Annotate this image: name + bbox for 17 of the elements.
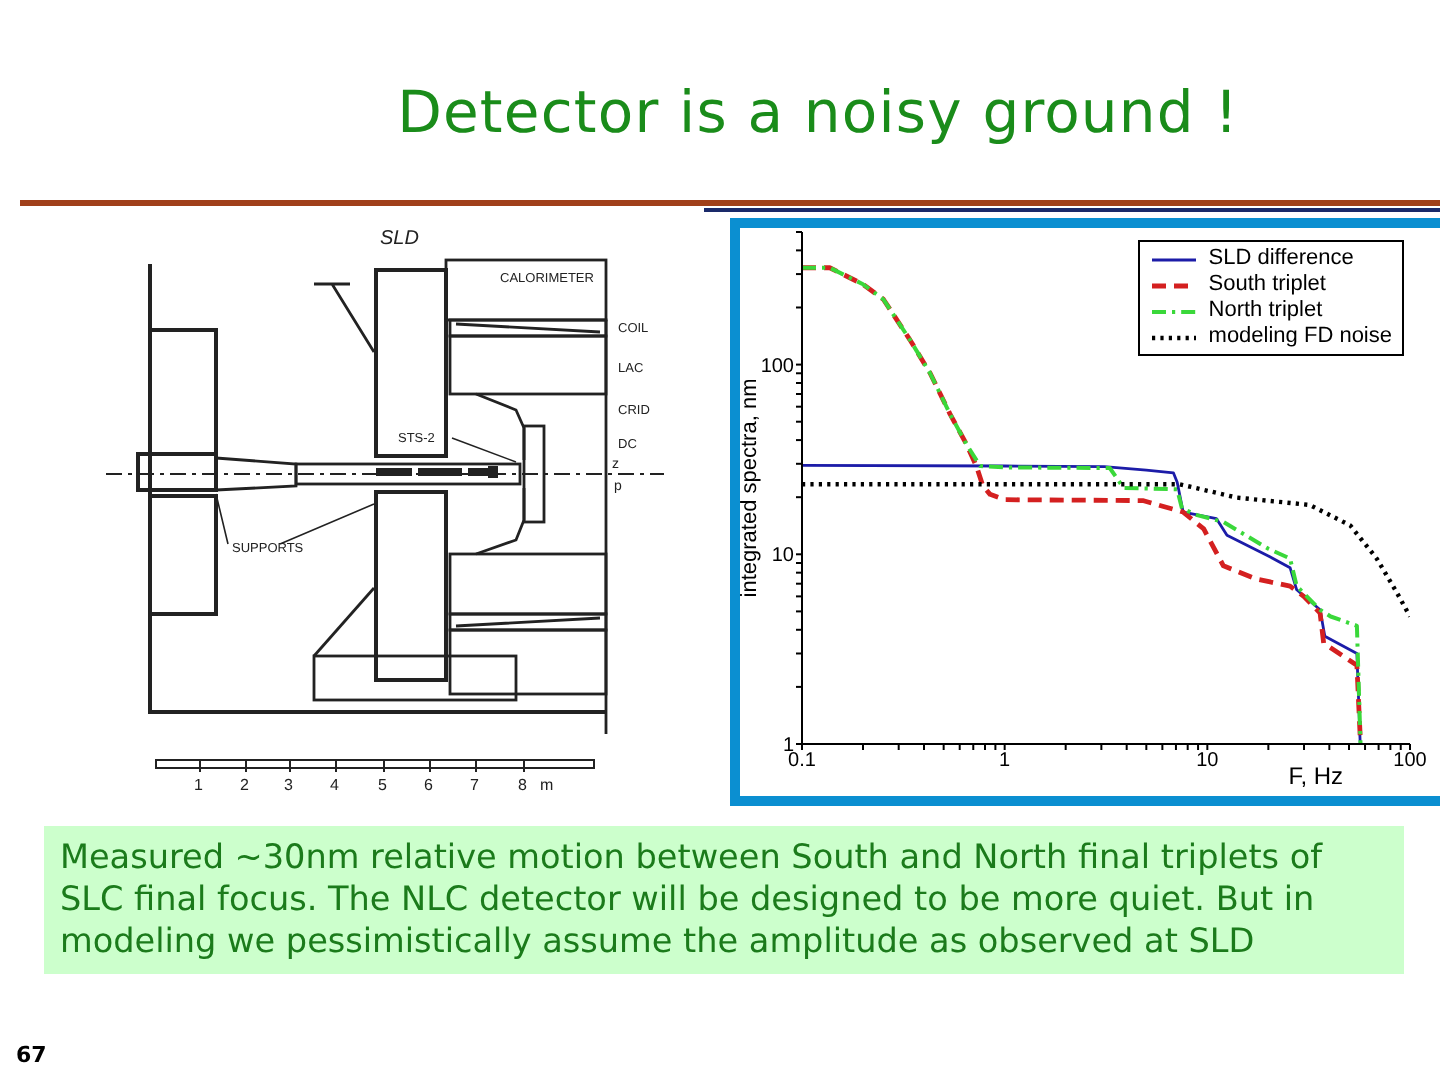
legend-label: SLD difference [1208,246,1354,272]
legend-label: modeling FD noise [1208,324,1392,350]
text: Measured ~30nm relative motion between South and North final triplets of SLC final focus. The NLC detector will be designed to be more quiet. But in modeling we pessimistically assume the amplitude as observed at SLD [44,826,1404,974]
y-axis-title: integrated spectra, nm [738,378,762,598]
x-tick-label: 10 [1196,750,1220,773]
x-tick-label: 0.1 [788,750,817,773]
legend-label: South triplet [1208,272,1326,298]
chart-title: Detector is a noisy ground ! [395,78,1241,146]
y-tick-label: 10 [771,545,795,568]
x-axis-title: F, Hz [1288,762,1344,790]
y-tick-label: 100 [760,355,795,378]
x-tick-label: 100 [1393,750,1428,773]
x-tick-label: 1 [999,750,1012,773]
text: 1 2 3 4 5 6 7 8 m [194,776,554,794]
legend-label: North triplet [1208,298,1323,324]
text: SLD [380,228,419,250]
text: 67 [16,1042,47,1068]
